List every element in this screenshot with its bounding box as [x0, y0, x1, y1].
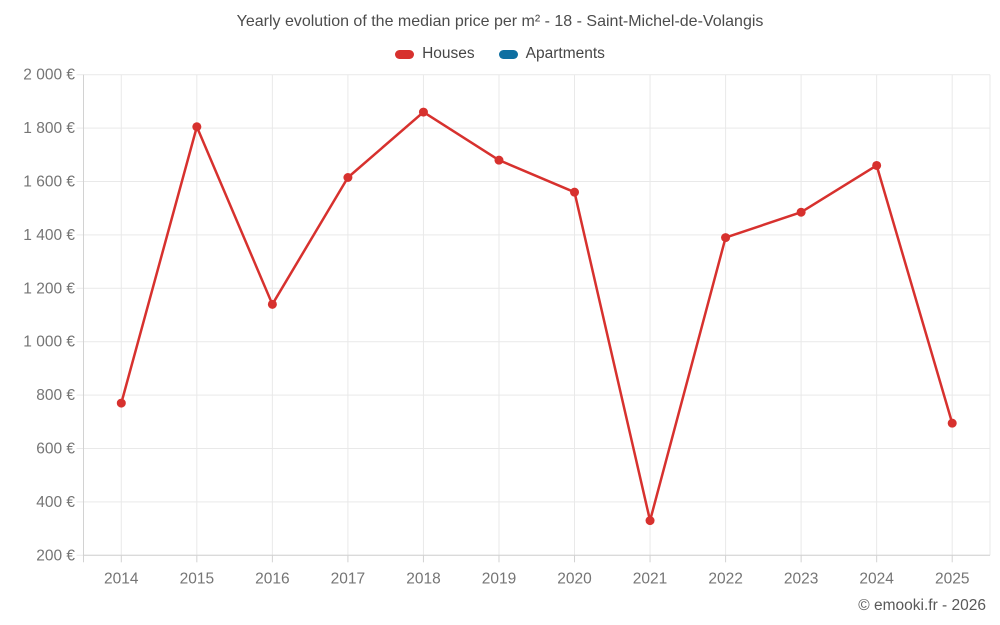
data-point-2021[interactable]: [645, 516, 655, 526]
houses-swatch-icon: [395, 49, 415, 59]
data-point-2023[interactable]: [796, 207, 806, 217]
x-tick-label: 2019: [482, 570, 516, 587]
legend: Houses Apartments: [0, 45, 1000, 63]
x-tick-label: 2025: [935, 570, 969, 587]
x-tick-label: 2020: [557, 570, 592, 587]
y-tick-label: 1 400 €: [23, 227, 75, 244]
data-point-2022[interactable]: [721, 233, 731, 243]
x-tick-label: 2017: [331, 570, 365, 587]
x-tick-label: 2023: [784, 570, 818, 587]
x-tick-label: 2015: [180, 570, 214, 587]
y-tick-label: 1 200 €: [23, 280, 75, 297]
legend-label-apartments: Apartments: [525, 45, 605, 62]
data-point-2017[interactable]: [343, 172, 353, 182]
data-point-2014[interactable]: [116, 398, 126, 408]
x-tick-label: 2014: [104, 570, 139, 587]
data-point-2020[interactable]: [570, 187, 580, 197]
legend-label-houses: Houses: [422, 45, 475, 62]
x-tick-label: 2024: [859, 570, 894, 587]
data-point-2025[interactable]: [947, 418, 957, 428]
copyright: © emooki.fr - 2026: [858, 597, 986, 614]
x-tick-label: 2018: [406, 570, 440, 587]
y-tick-label: 400 €: [36, 494, 75, 511]
data-point-2018[interactable]: [418, 107, 428, 117]
legend-item-houses[interactable]: Houses: [395, 45, 475, 63]
chart-title: Yearly evolution of the median price per…: [236, 13, 764, 30]
data-point-2019[interactable]: [494, 155, 504, 165]
data-point-2016[interactable]: [267, 299, 277, 309]
data-point-2015[interactable]: [192, 122, 202, 132]
houses-line: [120, 110, 954, 522]
apartments-swatch-icon: [498, 49, 518, 59]
y-tick-label: 1 800 €: [23, 120, 75, 137]
x-tick-label: 2022: [708, 570, 742, 587]
y-tick-label: 1 000 €: [23, 334, 75, 351]
y-tick-label: 600 €: [36, 441, 75, 458]
x-tick-label: 2016: [255, 570, 289, 587]
legend-item-apartments[interactable]: Apartments: [498, 45, 605, 63]
y-tick-label: 800 €: [36, 387, 75, 404]
x-tick-label: 2021: [633, 570, 667, 587]
y-tick-label: 2 000 €: [23, 67, 75, 84]
y-tick-label: 1 600 €: [23, 174, 75, 191]
data-point-2024[interactable]: [872, 160, 882, 170]
y-tick-label: 200 €: [36, 547, 75, 564]
